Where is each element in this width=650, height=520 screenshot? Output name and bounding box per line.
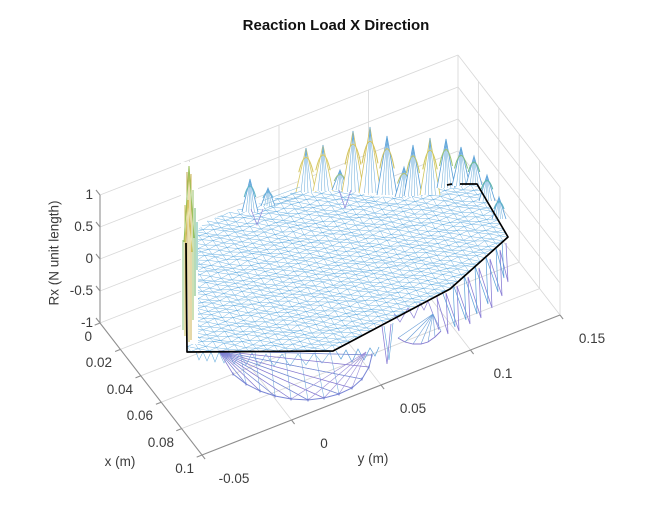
x-tick-label-3: 0.06: [126, 408, 153, 423]
y-tick-label-1: 0: [320, 436, 328, 451]
domain-boundary-outline: [185, 183, 509, 353]
y-tick-label-3: 0.1: [493, 366, 513, 381]
x-tick-label-0: 0: [84, 329, 92, 344]
z-tick-label-2: 0: [85, 251, 93, 266]
y-tick-label-2: 0.05: [399, 401, 427, 416]
z-tick-label-1: 0.5: [74, 219, 93, 234]
y-tick-label-4: 0.15: [578, 331, 606, 346]
y-axis-label: y (m): [357, 451, 389, 466]
x-axis-label: x (m): [104, 454, 136, 469]
z-tick-label-0: 1: [85, 187, 93, 202]
mesh-wireframe: [185, 183, 508, 353]
axes-lines: [94, 189, 564, 460]
plot-title: Reaction Load X Direction: [242, 17, 430, 34]
y-tick-label-0: -0.05: [218, 471, 250, 486]
z-tick-label-3: -0.5: [69, 283, 93, 298]
x-tick-label-4: 0.08: [147, 435, 174, 450]
x-tick-label-5: 0.1: [175, 461, 194, 476]
left-edge-spike-cluster: [181, 162, 198, 344]
x-tick-label-2: 0.04: [106, 382, 133, 397]
x-tick-label-1: 0.02: [85, 355, 112, 370]
z-tick-label-4: -1: [80, 315, 93, 330]
back-edge-spikes: [241, 126, 507, 226]
